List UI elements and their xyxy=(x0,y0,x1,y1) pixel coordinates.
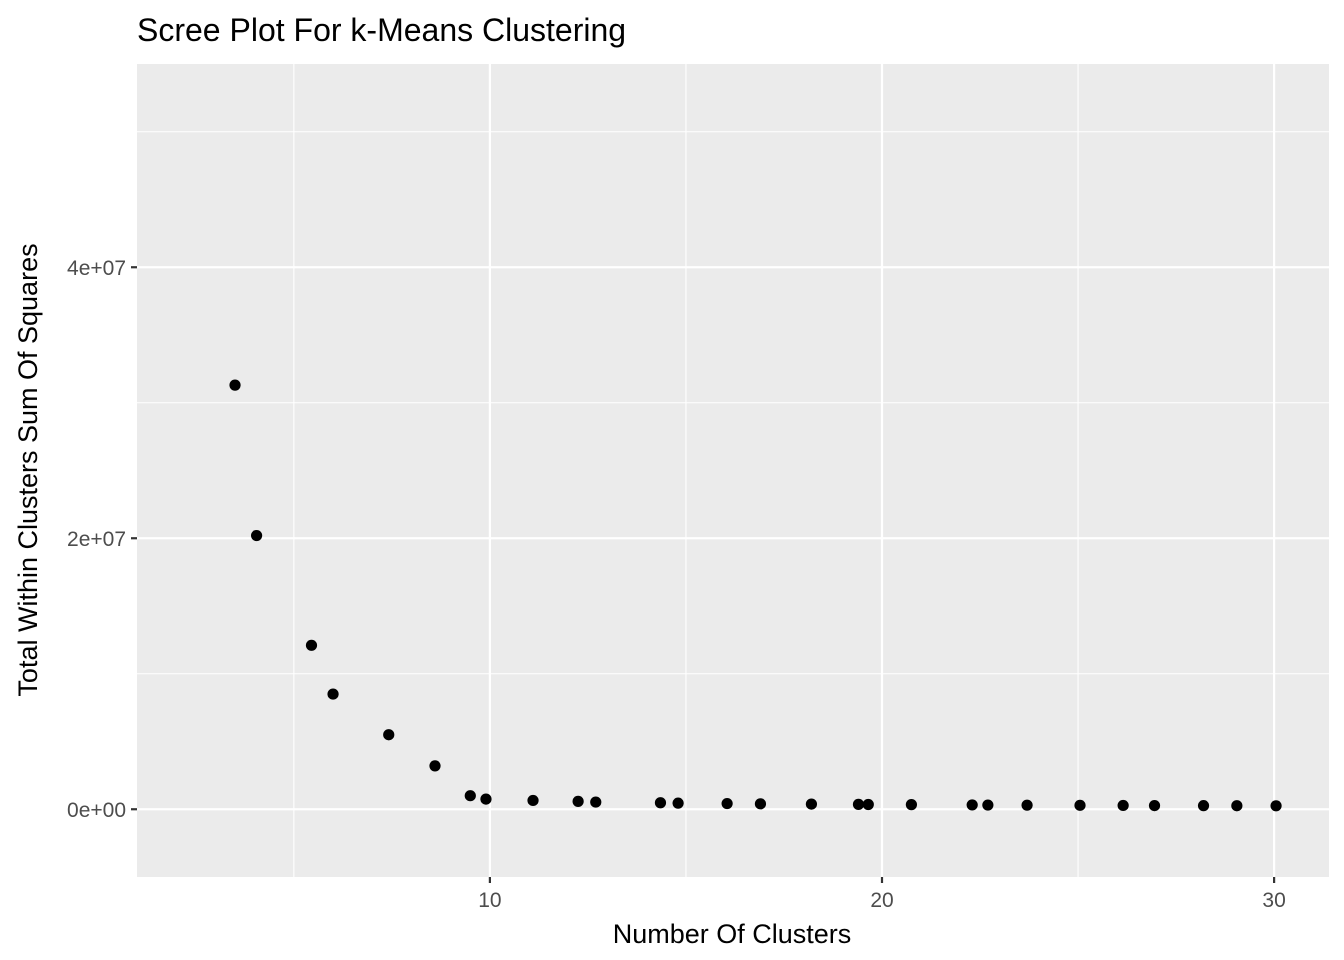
data-point xyxy=(721,797,733,810)
data-point xyxy=(852,798,865,810)
data-point xyxy=(229,379,241,391)
data-point xyxy=(805,798,818,810)
x-tick-label: 20 xyxy=(870,889,893,912)
data-point xyxy=(527,794,539,807)
major-gridlines xyxy=(137,64,1329,877)
data-point xyxy=(429,760,441,772)
data-point xyxy=(862,798,874,811)
data-point xyxy=(1021,799,1033,811)
x-axis-title: Number Of Clusters xyxy=(613,919,852,949)
data-point xyxy=(754,798,767,810)
data-points xyxy=(229,379,1282,812)
y-tick-label: 4e+07 xyxy=(67,257,126,280)
plot-panel xyxy=(137,64,1329,877)
data-point xyxy=(464,790,476,802)
data-point xyxy=(1197,800,1210,812)
data-point xyxy=(572,795,584,807)
data-point xyxy=(1148,799,1161,812)
data-point xyxy=(672,797,684,809)
data-point xyxy=(590,796,602,808)
x-tick-label: 30 xyxy=(1262,889,1285,912)
minor-gridlines xyxy=(137,64,1329,877)
data-point xyxy=(982,799,994,811)
y-tick-label: 0e+00 xyxy=(67,799,126,822)
x-tick-label: 10 xyxy=(478,889,501,912)
data-point xyxy=(383,729,395,741)
data-point xyxy=(305,639,318,651)
data-point xyxy=(1270,800,1282,812)
y-tick-label: 2e+07 xyxy=(67,528,126,551)
data-point xyxy=(480,793,492,805)
data-point xyxy=(1074,799,1086,811)
data-point xyxy=(966,799,978,811)
x-axis: 10 20 30 xyxy=(478,877,1286,912)
chart-title: Scree Plot For k-Means Clustering xyxy=(137,12,626,48)
data-point xyxy=(905,799,918,811)
data-point xyxy=(1231,800,1243,812)
data-point xyxy=(250,529,263,542)
y-axis-title: Total Within Clusters Sum Of Squares xyxy=(13,243,43,696)
data-point xyxy=(1117,799,1129,812)
y-axis: 0e+00 2e+07 4e+07 xyxy=(67,257,137,822)
data-point xyxy=(654,797,667,809)
data-point xyxy=(327,688,339,700)
